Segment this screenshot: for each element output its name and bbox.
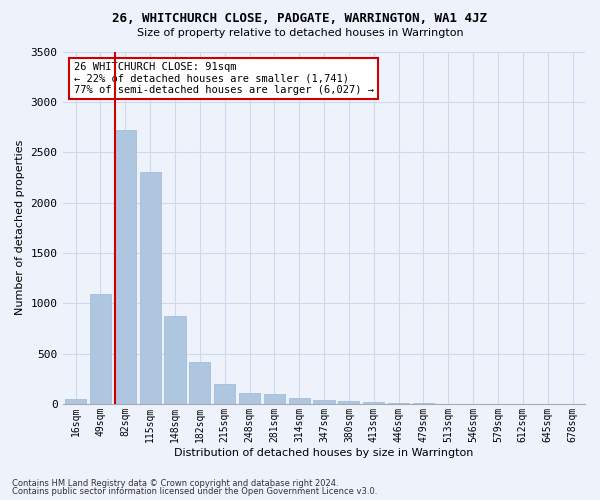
Bar — [189, 362, 211, 404]
Bar — [214, 384, 235, 404]
Bar — [140, 172, 161, 404]
Text: Size of property relative to detached houses in Warrington: Size of property relative to detached ho… — [137, 28, 463, 38]
Bar — [264, 394, 285, 404]
Bar — [115, 130, 136, 404]
X-axis label: Distribution of detached houses by size in Warrington: Distribution of detached houses by size … — [175, 448, 474, 458]
Bar — [239, 393, 260, 404]
Text: Contains public sector information licensed under the Open Government Licence v3: Contains public sector information licen… — [12, 487, 377, 496]
Bar — [65, 399, 86, 404]
Bar — [164, 316, 185, 404]
Text: 26 WHITCHURCH CLOSE: 91sqm
← 22% of detached houses are smaller (1,741)
77% of s: 26 WHITCHURCH CLOSE: 91sqm ← 22% of deta… — [74, 62, 374, 96]
Text: Contains HM Land Registry data © Crown copyright and database right 2024.: Contains HM Land Registry data © Crown c… — [12, 478, 338, 488]
Bar — [289, 398, 310, 404]
Bar — [338, 401, 359, 404]
Bar — [363, 402, 385, 404]
Y-axis label: Number of detached properties: Number of detached properties — [15, 140, 25, 316]
Bar — [313, 400, 335, 404]
Text: 26, WHITCHURCH CLOSE, PADGATE, WARRINGTON, WA1 4JZ: 26, WHITCHURCH CLOSE, PADGATE, WARRINGTO… — [113, 12, 487, 26]
Bar — [90, 294, 111, 404]
